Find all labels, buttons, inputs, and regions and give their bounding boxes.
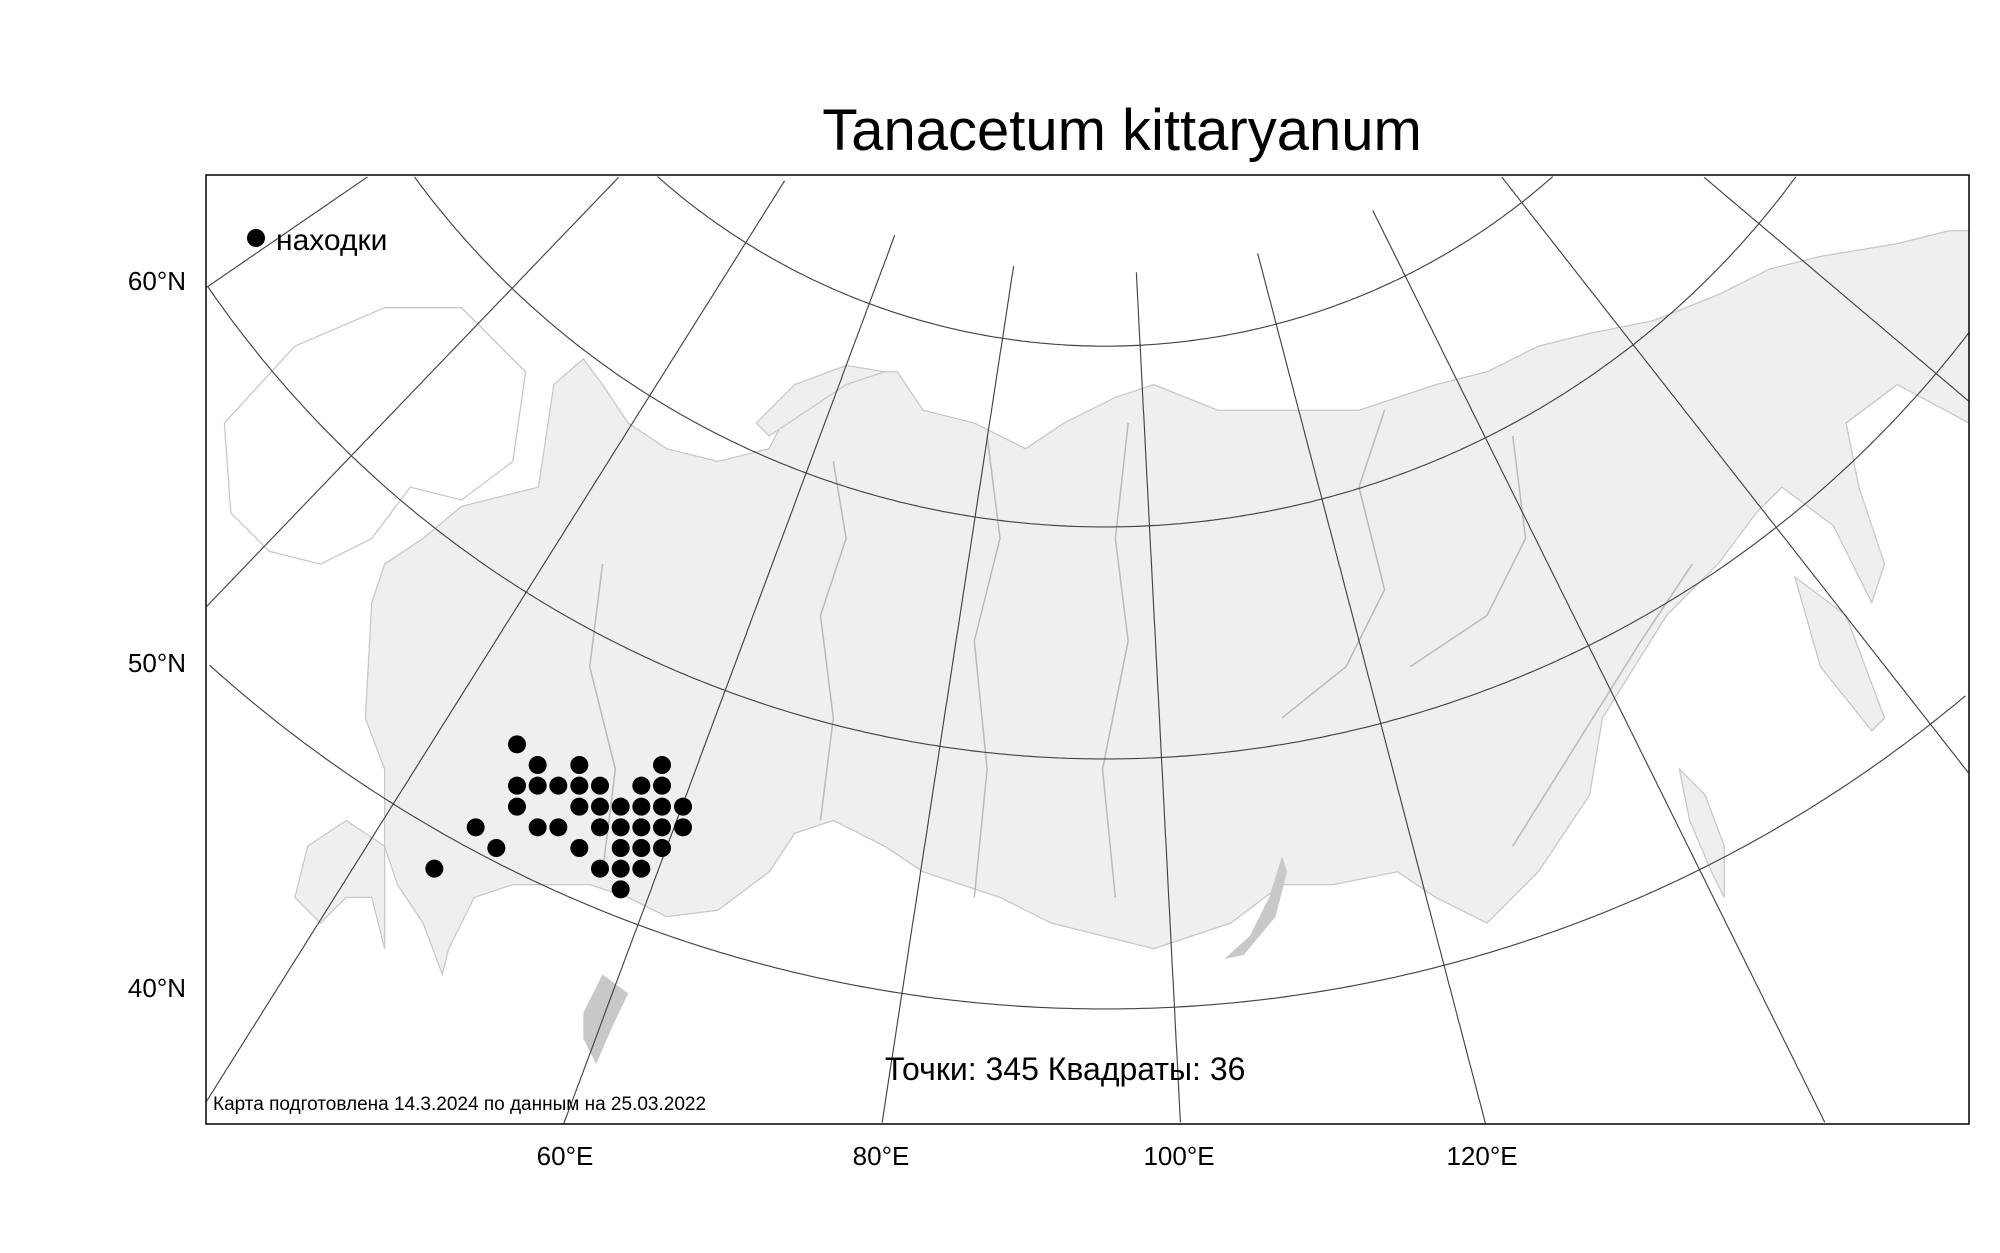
meridian-line bbox=[1703, 176, 1969, 402]
lat-label-40: 40°N bbox=[128, 973, 186, 1003]
novaya-zemlya bbox=[755, 364, 885, 437]
map-title: Tanacetum kittaryanum bbox=[822, 98, 1422, 163]
occurrence-dot bbox=[653, 797, 671, 816]
lat-label-60: 60°N bbox=[128, 266, 186, 296]
occurrence-dot bbox=[653, 818, 671, 837]
caspian-sea bbox=[583, 974, 629, 1065]
legend-label: находки bbox=[276, 224, 387, 257]
occurrence-dot bbox=[611, 797, 630, 816]
occurrence-dot bbox=[570, 756, 589, 774]
occurrence-dot bbox=[611, 880, 630, 899]
occurrence-dot bbox=[508, 735, 526, 754]
rivers bbox=[588, 409, 1693, 898]
occurrence-dots bbox=[425, 735, 692, 899]
occurrence-dot bbox=[549, 818, 568, 837]
occurrence-dot bbox=[591, 859, 609, 878]
map-frame bbox=[205, 174, 1970, 1125]
occurrence-dot bbox=[508, 797, 526, 816]
occurrence-dot bbox=[632, 776, 651, 795]
meridian-line bbox=[1135, 272, 1182, 1123]
occurrence-dot bbox=[653, 756, 671, 774]
occurrence-dot bbox=[425, 859, 444, 878]
occurrence-dot bbox=[653, 776, 671, 795]
occurrence-dot bbox=[611, 859, 630, 878]
occurrence-dot bbox=[591, 818, 609, 837]
lon-label-60: 60°E bbox=[537, 1141, 594, 1171]
meridian-line bbox=[1257, 253, 1487, 1124]
meridian-line bbox=[206, 176, 368, 288]
parallel-line bbox=[207, 286, 1969, 760]
occurrence-dot bbox=[570, 797, 589, 816]
lat-label-50: 50°N bbox=[128, 648, 186, 678]
stats-text: Точки: 345 Квадраты: 36 bbox=[885, 1051, 1245, 1087]
legend-marker-icon bbox=[247, 229, 265, 247]
meridian-line bbox=[881, 266, 1015, 1123]
occurrence-dot bbox=[632, 859, 651, 878]
sakhalin bbox=[1678, 767, 1725, 898]
occurrence-dot bbox=[674, 797, 692, 816]
lon-label-100: 100°E bbox=[1143, 1141, 1214, 1171]
occurrence-dot bbox=[466, 818, 485, 837]
occurrence-dot bbox=[508, 776, 526, 795]
occurrence-dot bbox=[653, 839, 671, 857]
parallel-line bbox=[209, 664, 1966, 1010]
occurrence-dot bbox=[674, 818, 692, 837]
parallel-line bbox=[657, 176, 1554, 347]
meridian-line bbox=[206, 176, 619, 607]
meridian-line bbox=[563, 234, 896, 1124]
graticule bbox=[206, 176, 1969, 1124]
scandinavia-land bbox=[223, 307, 527, 565]
kamchatka bbox=[1793, 575, 1886, 732]
occurrence-dot bbox=[632, 818, 651, 837]
lon-label-120: 120°E bbox=[1446, 1141, 1517, 1171]
occurrence-dot bbox=[528, 776, 547, 795]
occurrence-dot bbox=[570, 839, 589, 857]
occurrence-dot bbox=[611, 818, 630, 837]
meridian-line bbox=[1501, 176, 1969, 774]
lon-label-80: 80°E bbox=[853, 1141, 910, 1171]
occurrence-dot bbox=[632, 839, 651, 857]
occurrence-dot bbox=[591, 776, 609, 795]
occurrence-dot bbox=[487, 839, 506, 857]
occurrence-dot bbox=[591, 797, 609, 816]
meridian-line bbox=[206, 180, 786, 1102]
occurrence-dot bbox=[611, 839, 630, 857]
occurrence-dot bbox=[570, 776, 589, 795]
caption: Карта подготовлена 14.3.2024 по данным н… bbox=[213, 1094, 706, 1115]
occurrence-dot bbox=[549, 776, 568, 795]
occurrence-dot bbox=[528, 818, 547, 837]
occurrence-dot bbox=[632, 797, 651, 816]
lake-baikal bbox=[1224, 856, 1288, 959]
parallel-line bbox=[414, 176, 1797, 528]
occurrence-dot bbox=[528, 756, 547, 774]
meridian-line bbox=[1372, 210, 1826, 1123]
